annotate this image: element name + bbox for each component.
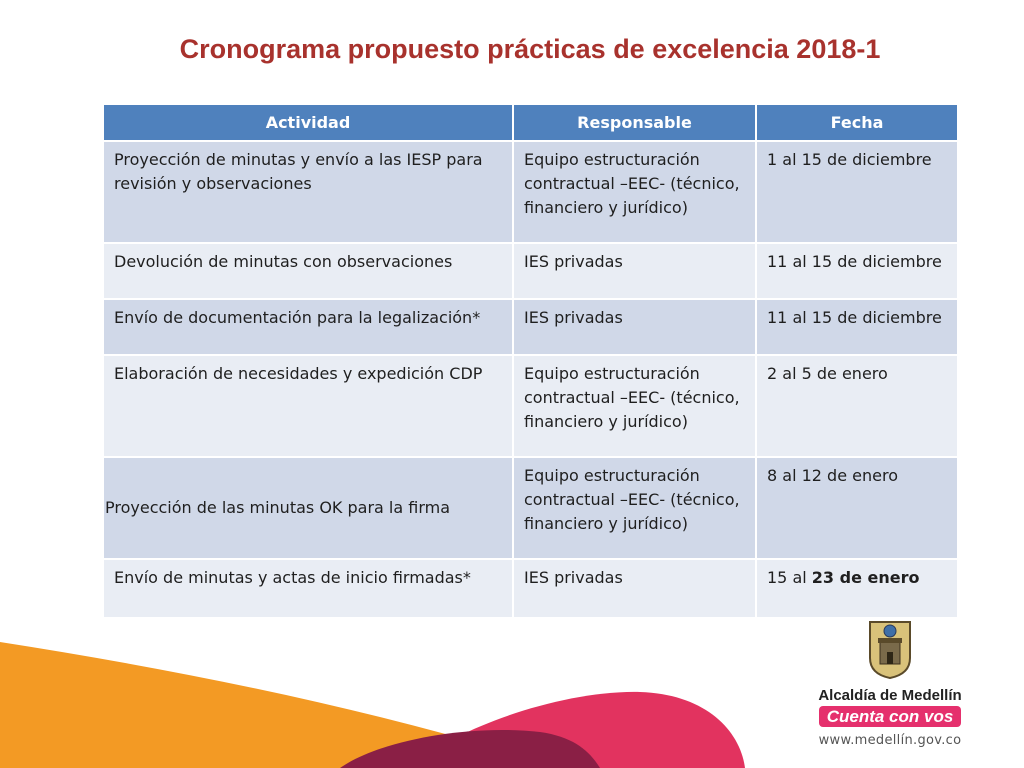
- cell-responsable: Equipo estructuración contractual –EEC- …: [512, 140, 757, 244]
- cell-actividad: Envío de minutas y actas de inicio firma…: [102, 558, 514, 619]
- table-row: Elaboración de necesidades y expedición …: [102, 354, 959, 458]
- cell-responsable: IES privadas: [512, 558, 757, 619]
- cell-actividad: Devolución de minutas con observaciones: [102, 242, 514, 300]
- table-row: Devolución de minutas con observaciones …: [102, 242, 959, 300]
- cell-fecha: 15 al 23 de enero: [755, 558, 959, 619]
- schedule-table: Actividad Responsable Fecha Proyección d…: [102, 103, 959, 619]
- cell-fecha: 1 al 15 de diciembre: [755, 140, 959, 244]
- website-link[interactable]: www.medellín.gov.co: [818, 733, 962, 748]
- table-row: Envío de documentación para la legalizac…: [102, 298, 959, 356]
- alcaldia-logo: Alcaldía de Medellín Cuenta con vos www.…: [815, 618, 965, 748]
- cell-responsable: IES privadas: [512, 242, 757, 300]
- cell-actividad: Proyección de minutas y envío a las IESP…: [102, 140, 514, 244]
- cell-actividad: Elaboración de necesidades y expedición …: [102, 354, 514, 458]
- fecha-bold: 23 de enero: [811, 568, 920, 587]
- decorative-swoosh: [0, 642, 745, 768]
- slogan-badge: Cuenta con vos: [819, 706, 961, 727]
- cell-responsable: IES privadas: [512, 298, 757, 356]
- cell-fecha: 8 al 12 de enero: [755, 456, 959, 560]
- org-name: Alcaldía de Medellín: [818, 687, 962, 704]
- table-row: Proyección de las minutas OK para la fir…: [102, 456, 959, 560]
- orange-swoosh: [0, 642, 560, 768]
- maroon-swoosh: [340, 729, 600, 768]
- header-actividad: Actividad: [102, 103, 514, 142]
- cell-fecha: 11 al 15 de diciembre: [755, 298, 959, 356]
- header-fecha: Fecha: [755, 103, 959, 142]
- coat-of-arms-icon: [869, 621, 911, 680]
- cell-fecha: 11 al 15 de diciembre: [755, 242, 959, 300]
- cell-actividad: Envío de documentación para la legalizac…: [102, 298, 514, 356]
- cell-responsable: Equipo estructuración contractual –EEC- …: [512, 456, 757, 560]
- table-header-row: Actividad Responsable Fecha: [102, 103, 959, 142]
- cell-fecha: 2 al 5 de enero: [755, 354, 959, 458]
- fecha-prefix: 15 al: [767, 568, 812, 587]
- table-row: Proyección de minutas y envío a las IESP…: [102, 140, 959, 244]
- header-responsable: Responsable: [512, 103, 757, 142]
- slide-title: Cronograma propuesto prácticas de excele…: [179, 34, 881, 64]
- table-row: Envío de minutas y actas de inicio firma…: [102, 558, 959, 619]
- cell-actividad: Proyección de las minutas OK para la fir…: [102, 456, 514, 560]
- cell-responsable: Equipo estructuración contractual –EEC- …: [512, 354, 757, 458]
